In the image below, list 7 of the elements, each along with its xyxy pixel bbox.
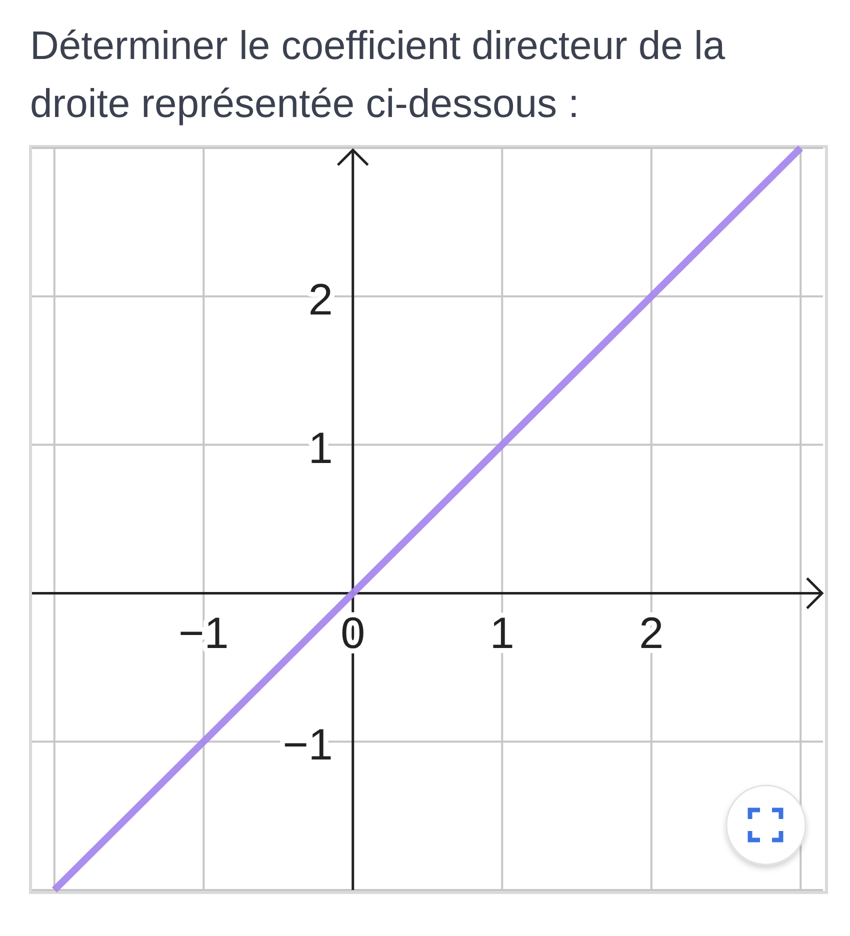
y-tick-label: 1: [308, 424, 333, 473]
y-tick-label: 2: [308, 275, 333, 324]
chart-title: Déterminer le coefficient directeur de la droite représentée ci-dessous :: [30, 23, 726, 128]
y-tick-label: −1: [282, 720, 333, 770]
x-tick-label: 1: [490, 609, 514, 658]
x-tick-label: 2: [639, 609, 664, 658]
x-tick-label: −1: [178, 609, 229, 658]
